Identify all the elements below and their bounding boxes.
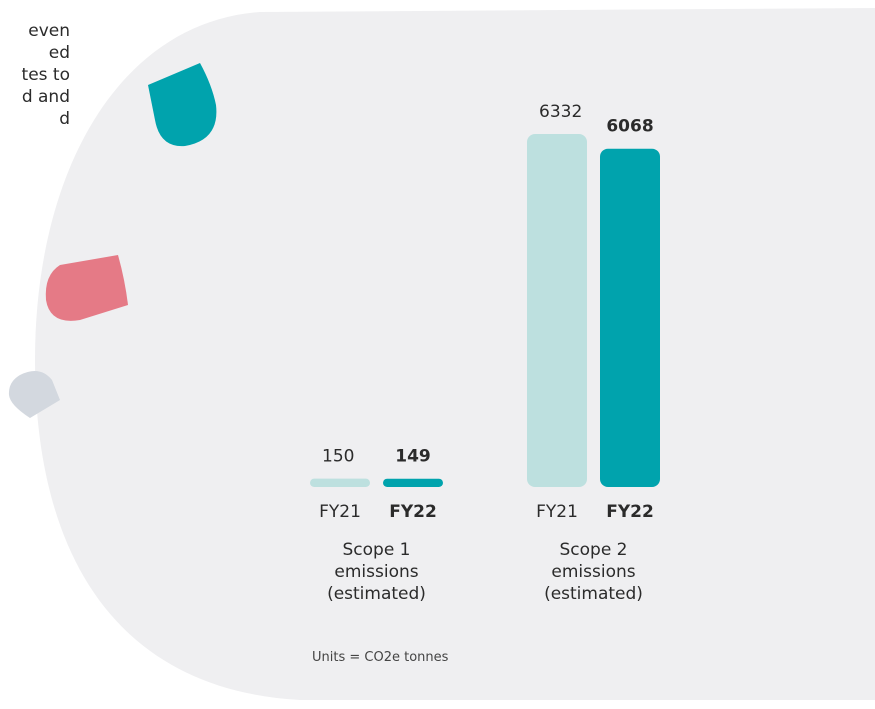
category-label: Scope 1 emissions (estimated): [312, 539, 442, 605]
value-label: 6332: [539, 102, 582, 122]
value-label: 6068: [606, 117, 653, 137]
side-text-line: even: [0, 20, 70, 42]
series-label: FY22: [606, 502, 654, 522]
side-text-line: ed: [0, 42, 70, 64]
units-note: Units = CO2e tonnes: [312, 650, 448, 665]
series-label: FY21: [319, 502, 361, 522]
side-text-line: tes to: [0, 64, 70, 86]
bar: [310, 479, 370, 487]
bar: [600, 149, 660, 487]
category-label: Scope 2 emissions (estimated): [529, 539, 659, 605]
value-label: 149: [395, 447, 431, 467]
bar: [383, 479, 443, 487]
series-label: FY21: [536, 502, 578, 522]
bar: [527, 134, 587, 487]
side-text-line: d and: [0, 86, 70, 108]
page: {"side_text": ["even", "ed", "tes to", "…: [0, 0, 875, 709]
series-label: FY22: [389, 502, 437, 522]
side-text-line: d: [0, 108, 70, 130]
value-label: 150: [322, 447, 354, 467]
